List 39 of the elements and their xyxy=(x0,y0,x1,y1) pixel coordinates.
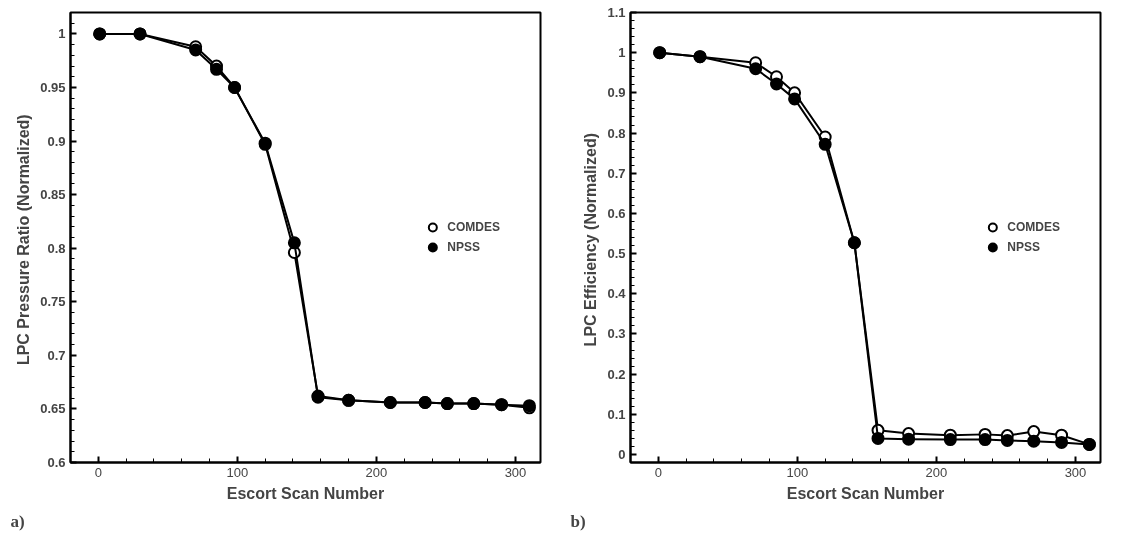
y-axis-title: LPC Efficiency (Normalized) xyxy=(582,133,600,347)
y-tick-label: 1 xyxy=(618,45,626,61)
x-tick-label: 0 xyxy=(94,464,102,480)
y-tick-label: 0.9 xyxy=(607,85,626,101)
legend-label: NPSS xyxy=(447,240,481,254)
y-tick-label: 0.6 xyxy=(607,205,626,221)
y-tick-label: 0.8 xyxy=(607,125,626,141)
y-tick-label: 0.4 xyxy=(607,286,627,302)
x-tick-label: 100 xyxy=(786,464,809,480)
y-axis-title: LPC Pressure Ratio (Normalized) xyxy=(15,114,33,366)
y-tick-label: 0.5 xyxy=(607,246,626,262)
x-tick-label: 200 xyxy=(925,464,948,480)
y-tick-label: 0.85 xyxy=(40,187,66,203)
y-tick-label: 0.75 xyxy=(40,294,66,310)
y-tick-label: 1 xyxy=(58,26,66,42)
y-tick-label: 1.1 xyxy=(607,5,626,20)
x-tick-label: 300 xyxy=(504,464,527,480)
y-tick-label: 0.1 xyxy=(607,406,626,422)
y-tick-label: 0.3 xyxy=(607,326,626,342)
x-tick-label: 100 xyxy=(226,464,249,480)
y-tick-label: 0.6 xyxy=(47,455,66,470)
y-tick-label: 0.65 xyxy=(40,401,66,417)
legend-label: COMDES xyxy=(1007,220,1060,234)
legend-label: NPSS xyxy=(1007,240,1041,254)
y-tick-label: 0.8 xyxy=(47,240,66,256)
y-tick-label: 0.7 xyxy=(607,165,626,181)
y-tick-label: 0.7 xyxy=(47,347,66,363)
y-tick-label: 0 xyxy=(618,446,626,462)
x-axis-title: Escort Scan Number xyxy=(786,484,945,502)
text: a) xyxy=(10,511,25,531)
y-tick-label: 0.9 xyxy=(47,133,66,149)
x-tick-label: 0 xyxy=(654,464,662,480)
x-axis-title: Escort Scan Number xyxy=(226,484,385,502)
y-tick-label: 0.95 xyxy=(40,80,66,95)
x-tick-label: 200 xyxy=(365,464,388,480)
y-tick-label: 0.2 xyxy=(607,366,626,382)
legend-label: COMDES xyxy=(447,220,500,234)
x-tick-label: 300 xyxy=(1064,464,1087,480)
text: b) xyxy=(570,511,586,531)
